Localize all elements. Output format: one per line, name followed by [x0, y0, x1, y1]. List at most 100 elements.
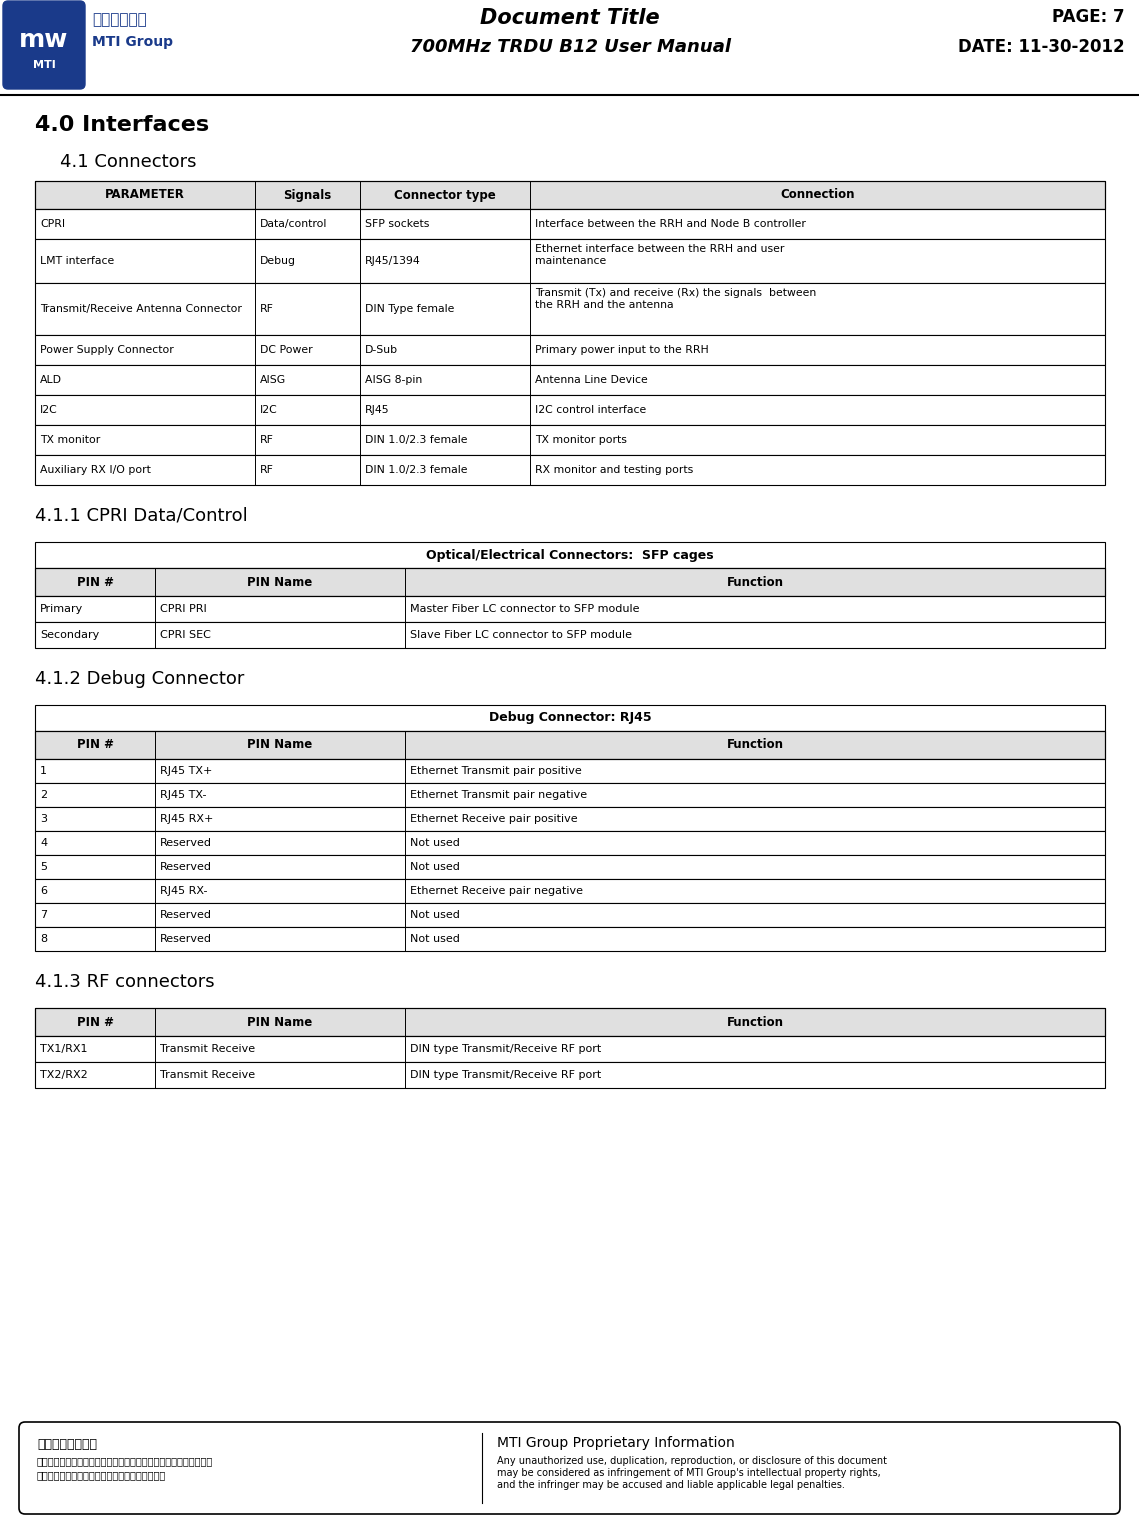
Text: DIN type Transmit/Receive RF port: DIN type Transmit/Receive RF port	[410, 1044, 601, 1054]
Text: PIN #: PIN #	[76, 738, 114, 752]
Text: RX monitor and testing ports: RX monitor and testing ports	[535, 465, 694, 475]
Bar	[35, 568, 1105, 596]
Text: RJ45 RX-: RJ45 RX-	[159, 886, 207, 895]
Text: Transmit/Receive Antenna Connector: Transmit/Receive Antenna Connector	[40, 304, 241, 313]
Text: Reserved: Reserved	[159, 862, 212, 872]
Text: Function: Function	[727, 1016, 784, 1028]
Bar	[35, 807, 1105, 831]
Text: 任何未經授權之複製、重載、公開或使用本文之行為，將被視為侵害: 任何未經授權之複製、重載、公開或使用本文之行為，將被視為侵害	[36, 1456, 213, 1465]
Text: PARAMETER: PARAMETER	[105, 188, 185, 202]
Bar	[35, 622, 1105, 648]
Bar	[35, 1008, 1105, 1036]
Text: AISG 8-pin: AISG 8-pin	[364, 374, 423, 385]
Text: RF: RF	[260, 435, 273, 445]
Text: MTI Group Proprietary Information: MTI Group Proprietary Information	[498, 1436, 735, 1450]
Bar	[35, 455, 1105, 484]
Text: Not used: Not used	[410, 934, 460, 944]
Text: Transmit (Tx) and receive (Rx) the signals  between
the RRH and the antenna: Transmit (Tx) and receive (Rx) the signa…	[535, 287, 817, 310]
Text: RJ45/1394: RJ45/1394	[364, 257, 420, 266]
Text: Function: Function	[727, 576, 784, 588]
Text: 4.1.2 Debug Connector: 4.1.2 Debug Connector	[35, 669, 245, 688]
Text: Antenna Line Device: Antenna Line Device	[535, 374, 648, 385]
Text: mw: mw	[19, 28, 68, 52]
Text: 3: 3	[40, 814, 47, 824]
Bar	[35, 180, 1105, 209]
Text: Transmit Receive: Transmit Receive	[159, 1044, 255, 1054]
Text: PIN Name: PIN Name	[247, 1016, 312, 1028]
Text: Debug Connector: RJ45: Debug Connector: RJ45	[489, 712, 652, 724]
Text: I2C control interface: I2C control interface	[535, 405, 646, 416]
Text: Connector type: Connector type	[394, 188, 495, 202]
Text: RJ45: RJ45	[364, 405, 390, 416]
Bar	[35, 903, 1105, 927]
Text: Slave Fiber LC connector to SFP module: Slave Fiber LC connector to SFP module	[410, 630, 632, 640]
Text: CPRI PRI: CPRI PRI	[159, 604, 207, 614]
Text: PIN Name: PIN Name	[247, 576, 312, 588]
Text: Interface between the RRH and Node B controller: Interface between the RRH and Node B con…	[535, 219, 806, 229]
Text: Any unauthorized use, duplication, reproduction, or disclosure of this document: Any unauthorized use, duplication, repro…	[498, 1456, 887, 1465]
Text: AISG: AISG	[260, 374, 286, 385]
Bar	[35, 1036, 1105, 1062]
Bar	[35, 425, 1105, 455]
Text: 8: 8	[40, 934, 47, 944]
Text: MTI Group: MTI Group	[92, 35, 173, 49]
Text: Optical/Electrical Connectors:  SFP cages: Optical/Electrical Connectors: SFP cages	[426, 549, 714, 561]
Text: SFP sockets: SFP sockets	[364, 219, 429, 229]
Text: Not used: Not used	[410, 911, 460, 920]
Text: Not used: Not used	[410, 862, 460, 872]
Text: PAGE: 7: PAGE: 7	[1052, 8, 1125, 26]
Text: PIN #: PIN #	[76, 1016, 114, 1028]
Text: 6: 6	[40, 886, 47, 895]
Text: 4.1.3 RF connectors: 4.1.3 RF connectors	[35, 973, 214, 992]
Text: Auxiliary RX I/O port: Auxiliary RX I/O port	[40, 465, 150, 475]
Text: 台揚集團之智慧財產權，將可因此負擔法律責任。: 台揚集團之智慧財產權，將可因此負擔法律責任。	[36, 1470, 166, 1481]
Text: Power Supply Connector: Power Supply Connector	[40, 345, 174, 354]
Text: Ethernet Transmit pair negative: Ethernet Transmit pair negative	[410, 790, 587, 801]
Bar	[35, 209, 1105, 238]
Bar	[35, 730, 1105, 759]
Text: Master Fiber LC connector to SFP module: Master Fiber LC connector to SFP module	[410, 604, 639, 614]
Text: RJ45 TX+: RJ45 TX+	[159, 766, 212, 776]
Text: 台揚集團智慧財產: 台揚集團智慧財產	[36, 1438, 97, 1452]
Bar	[35, 365, 1105, 396]
Bar	[35, 542, 1105, 568]
Bar	[35, 927, 1105, 950]
Text: I2C: I2C	[40, 405, 58, 416]
Text: 4.1.1 CPRI Data/Control: 4.1.1 CPRI Data/Control	[35, 507, 248, 526]
Bar	[35, 730, 1105, 759]
Text: and the infringer may be accused and liable applicable legal penalties.: and the infringer may be accused and lia…	[498, 1481, 845, 1490]
Text: Ethernet Transmit pair positive: Ethernet Transmit pair positive	[410, 766, 582, 776]
Text: RF: RF	[260, 465, 273, 475]
Text: Primary: Primary	[40, 604, 83, 614]
Text: PIN Name: PIN Name	[247, 738, 312, 752]
Text: Data/control: Data/control	[260, 219, 327, 229]
Text: DIN type Transmit/Receive RF port: DIN type Transmit/Receive RF port	[410, 1070, 601, 1080]
Bar	[35, 238, 1105, 283]
FancyBboxPatch shape	[3, 2, 85, 89]
Text: CPRI: CPRI	[40, 219, 65, 229]
Bar	[35, 831, 1105, 856]
Text: RJ45 TX-: RJ45 TX-	[159, 790, 206, 801]
Text: 4: 4	[40, 837, 47, 848]
Text: DC Power: DC Power	[260, 345, 312, 354]
Text: Connection: Connection	[780, 188, 854, 202]
Text: LMT interface: LMT interface	[40, 257, 114, 266]
Bar	[35, 704, 1105, 730]
Text: DIN Type female: DIN Type female	[364, 304, 454, 313]
Bar	[35, 568, 1105, 596]
Text: may be considered as infringement of MTI Group's intellectual property rights,: may be considered as infringement of MTI…	[498, 1468, 882, 1478]
Text: TX monitor ports: TX monitor ports	[535, 435, 626, 445]
Text: DIN 1.0/2.3 female: DIN 1.0/2.3 female	[364, 465, 467, 475]
Bar	[35, 856, 1105, 879]
Text: Transmit Receive: Transmit Receive	[159, 1070, 255, 1080]
Text: PIN #: PIN #	[76, 576, 114, 588]
Bar	[35, 1008, 1105, 1036]
Text: 5: 5	[40, 862, 47, 872]
Bar	[35, 879, 1105, 903]
Text: Signals: Signals	[284, 188, 331, 202]
Text: TX2/RX2: TX2/RX2	[40, 1070, 88, 1080]
Text: D-Sub: D-Sub	[364, 345, 399, 354]
Text: 1: 1	[40, 766, 47, 776]
Text: 4.0 Interfaces: 4.0 Interfaces	[35, 115, 210, 134]
Text: Function: Function	[727, 738, 784, 752]
